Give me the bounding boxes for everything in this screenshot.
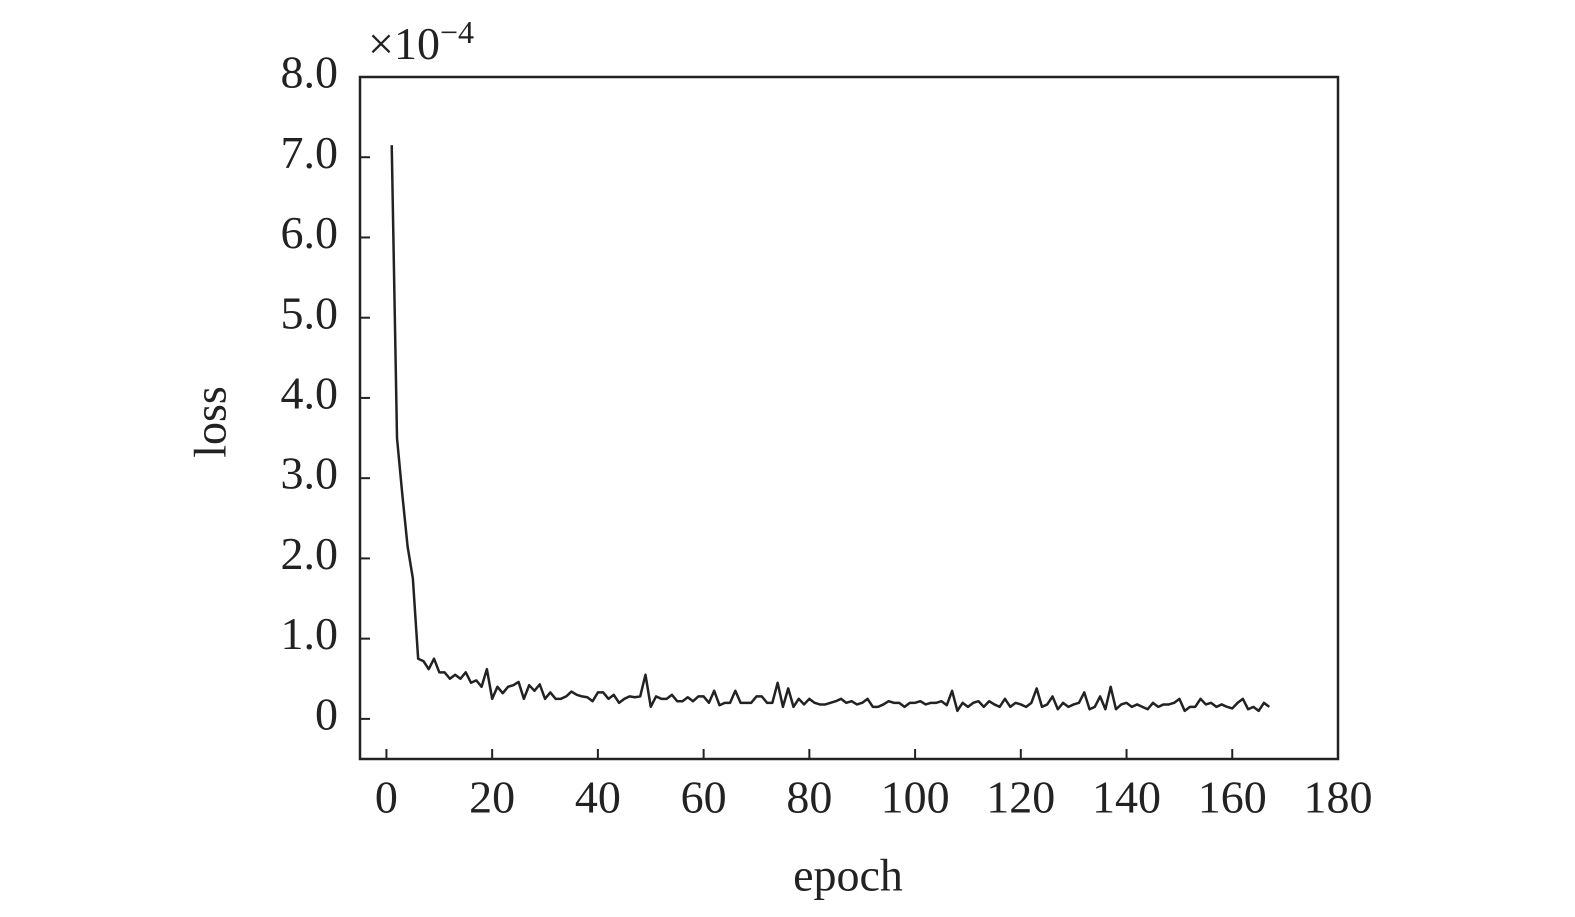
y-tick-label: 2.0 <box>281 528 339 579</box>
y-scale-exponent: −4 <box>440 14 474 50</box>
y-tick-label: 5.0 <box>281 287 339 338</box>
y-tick-label: 8.0 <box>281 47 339 98</box>
y-scale-base: ×10 <box>368 18 440 69</box>
x-axis-label: epoch <box>793 850 903 901</box>
x-tick-label: 100 <box>881 772 950 823</box>
y-axis-label: loss <box>185 386 236 458</box>
y-tick-label: 1.0 <box>281 608 339 659</box>
y-tick-label: 0 <box>315 688 338 739</box>
y-tick-label: 6.0 <box>281 207 339 258</box>
x-tick-label: 40 <box>575 772 621 823</box>
plot-frame <box>358 75 1340 761</box>
x-tick-label: 60 <box>681 772 727 823</box>
y-tick-label: 4.0 <box>281 368 339 419</box>
x-tick-label: 140 <box>1092 772 1161 823</box>
x-tick-label: 120 <box>986 772 1055 823</box>
y-scale-label: ×10−4 <box>368 14 474 68</box>
x-tick-label: 80 <box>786 772 832 823</box>
y-tick-label: 3.0 <box>281 448 339 499</box>
x-tick-label: 20 <box>469 772 515 823</box>
loss-line <box>390 145 1271 713</box>
x-tick-label: 160 <box>1198 772 1267 823</box>
x-tick-label: 180 <box>1304 772 1373 823</box>
y-tick-label: 7.0 <box>281 127 339 178</box>
x-tick-label: 0 <box>375 772 398 823</box>
